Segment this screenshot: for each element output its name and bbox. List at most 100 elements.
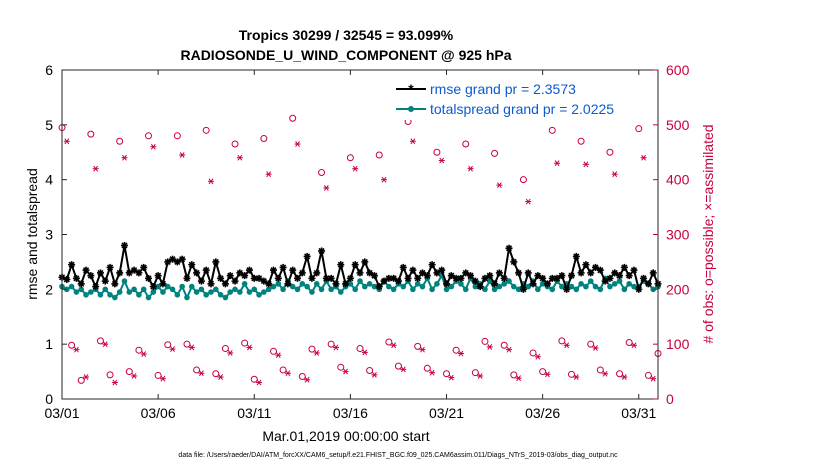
- asterisk-stroke: [289, 267, 296, 274]
- totalspread-point: [116, 289, 123, 295]
- legend-spread-marker: [408, 106, 414, 112]
- rmse-point: [154, 272, 162, 280]
- asterisk-stroke: [131, 373, 137, 379]
- asterisk-stroke: [515, 269, 522, 276]
- obs-possible-point: [366, 366, 374, 374]
- rmse-point: [279, 263, 287, 271]
- totalspread-point: [102, 286, 109, 293]
- obs-possible-point: [443, 370, 451, 378]
- asterisk-stroke: [520, 286, 527, 293]
- asterisk-stroke: [102, 341, 108, 348]
- totalspread-point: [419, 283, 426, 290]
- asterisk-stroke: [525, 269, 532, 276]
- obs-possible-point: [135, 346, 143, 354]
- obs-assimilated-point: [332, 344, 339, 351]
- obs-possible-point: [375, 151, 383, 159]
- rmse-point: [207, 280, 215, 288]
- asterisk-stroke: [621, 374, 627, 380]
- obs-possible-point: [606, 148, 614, 156]
- rmse-point: [183, 274, 191, 282]
- rmse-point: [274, 274, 282, 282]
- rmse-point: [188, 261, 196, 269]
- asterisk-stroke: [467, 272, 474, 279]
- totalspread-point: [357, 278, 363, 284]
- obs-assimilated-point: [525, 198, 532, 205]
- totalspread-point: [607, 283, 613, 290]
- plot-area: [58, 114, 662, 386]
- obs-possible-point: [193, 366, 201, 374]
- rmse-point: [505, 244, 513, 252]
- obs-possible-point: [337, 363, 345, 371]
- asterisk-stroke: [217, 275, 224, 282]
- rmse-point: [457, 274, 465, 282]
- asterisk-stroke: [372, 371, 377, 378]
- rmse-point: [289, 266, 297, 274]
- rmse-point: [236, 269, 244, 277]
- rmse-point: [87, 272, 95, 280]
- rmse-point: [625, 272, 633, 280]
- rmse-point: [390, 274, 398, 282]
- asterisk-stroke: [356, 269, 364, 276]
- x-tick-label: 03/11: [237, 405, 271, 421]
- asterisk-stroke: [371, 272, 378, 279]
- rmse-point: [491, 280, 499, 288]
- asterisk-stroke: [179, 256, 186, 263]
- obs-assimilated-point: [486, 344, 493, 350]
- asterisk-stroke: [611, 269, 618, 276]
- totalspread-point: [443, 286, 450, 293]
- obs-possible-point: [68, 341, 76, 349]
- totalspread-point: [164, 283, 171, 290]
- rmse-point: [116, 269, 124, 277]
- asterisk-stroke: [141, 351, 147, 357]
- obs-possible-point: [481, 337, 489, 345]
- rmse-point: [202, 266, 210, 274]
- rmse-point: [635, 285, 643, 293]
- asterisk-stroke: [333, 344, 339, 351]
- obs-possible-point: [548, 126, 556, 134]
- rmse-point: [255, 274, 263, 282]
- obs-assimilated-point: [342, 368, 349, 375]
- rmse-point: [433, 269, 441, 277]
- rmse-point: [135, 269, 143, 277]
- rmse-point: [96, 269, 104, 277]
- totalspread-point: [68, 283, 75, 290]
- asterisk-stroke: [361, 258, 368, 265]
- asterisk-stroke: [602, 370, 608, 377]
- rmse-point: [519, 285, 527, 293]
- totalspread-point: [160, 289, 166, 295]
- rmse-point: [404, 274, 412, 282]
- totalspread-point: [587, 278, 594, 284]
- totalspread-point: [83, 292, 89, 298]
- y-tick-label: 5: [45, 117, 53, 133]
- asterisk-stroke: [593, 345, 598, 351]
- obs-possible-point: [346, 154, 354, 162]
- obs-possible-point: [356, 345, 364, 353]
- obs-possible-point: [462, 140, 470, 148]
- asterisk-stroke: [458, 350, 464, 357]
- asterisk-stroke: [121, 242, 128, 249]
- rmse-point: [370, 272, 378, 280]
- rmse-point: [226, 272, 234, 280]
- obs-possible-point: [423, 364, 431, 372]
- rmse-point: [467, 272, 475, 280]
- asterisk-stroke: [97, 269, 104, 276]
- rmse-point: [486, 272, 494, 280]
- y-tick-label: 0: [45, 391, 53, 407]
- obs-assimilated-point: [159, 375, 166, 382]
- totalspread-point: [501, 281, 507, 287]
- asterisk-stroke: [404, 275, 412, 282]
- asterisk-stroke: [102, 278, 109, 285]
- rmse-point: [221, 280, 229, 288]
- obs-assimilated-point: [294, 141, 301, 147]
- obs-assimilated-point: [592, 345, 599, 351]
- obs-possible-point: [414, 342, 422, 350]
- totalspread-point: [126, 289, 133, 295]
- rmse-point: [495, 269, 503, 277]
- rmse-point: [553, 274, 561, 282]
- asterisk-stroke: [169, 256, 176, 263]
- asterisk-stroke: [545, 371, 550, 378]
- asterisk-stroke: [222, 280, 229, 287]
- asterisk-stroke: [535, 353, 541, 360]
- asterisk-stroke: [116, 269, 123, 276]
- totalspread-point: [270, 283, 277, 290]
